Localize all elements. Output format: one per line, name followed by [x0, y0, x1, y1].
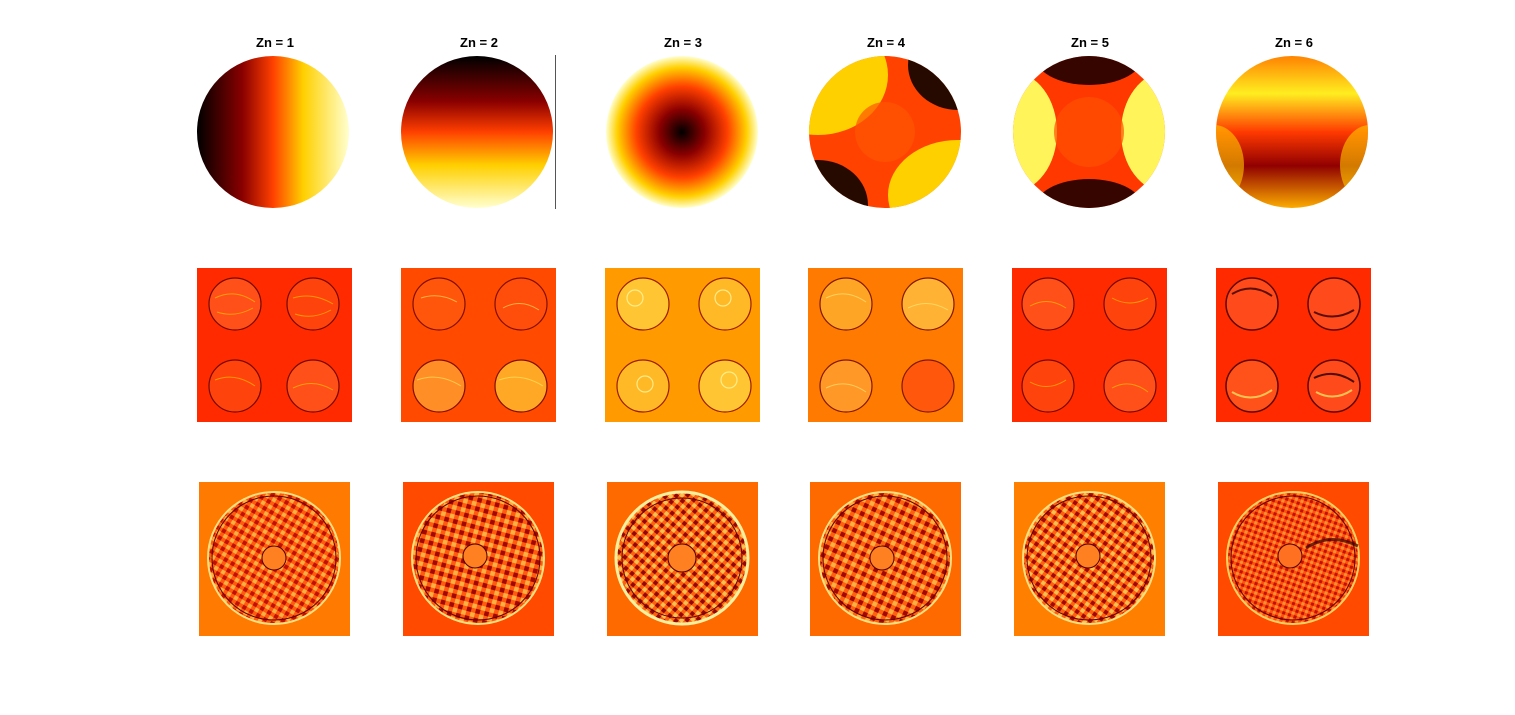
pupil-panel-2 — [401, 268, 556, 422]
pupil-panel-3 — [605, 268, 760, 422]
interferogram-2 — [403, 482, 554, 636]
interferogram-6 — [1218, 482, 1369, 636]
pupil-panel-5 — [1012, 268, 1167, 422]
column-title-6: Zn = 6 — [1275, 35, 1313, 50]
interferogram-3 — [607, 482, 758, 636]
zernike-disk-3 — [605, 55, 759, 209]
pupil-panel-1 — [197, 268, 352, 422]
zernike-disk-4 — [808, 55, 964, 209]
column-title-3: Zn = 3 — [664, 35, 702, 50]
pupil-panel-6 — [1216, 268, 1371, 422]
column-title-2: Zn = 2 — [460, 35, 498, 50]
zernike-disk-5 — [1012, 55, 1166, 209]
column-title-4: Zn = 4 — [867, 35, 905, 50]
interferogram-4 — [810, 482, 961, 636]
interferogram-5 — [1014, 482, 1165, 636]
pupil-panel-4 — [808, 268, 963, 422]
zernike-disk-1 — [197, 55, 351, 209]
column-title-5: Zn = 5 — [1071, 35, 1109, 50]
interferogram-1 — [199, 482, 350, 636]
zernike-disk-2 — [401, 55, 557, 209]
zernike-disk-6 — [1214, 55, 1370, 209]
column-title-1: Zn = 1 — [256, 35, 294, 50]
